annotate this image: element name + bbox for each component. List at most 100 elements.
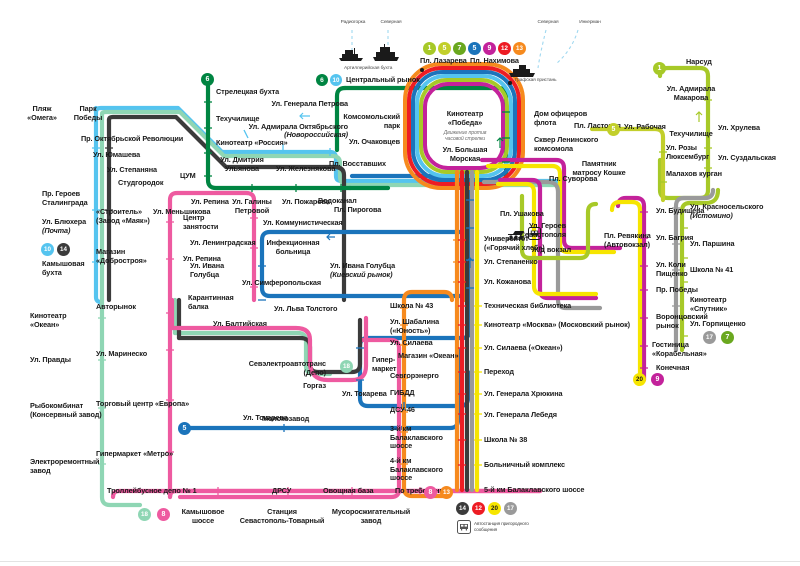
station-ul-kozhanova: Ул. Кожанова: [484, 277, 532, 286]
station-ovoschnaya-baza: Овощная база: [323, 486, 374, 495]
station-kinoteatr-rossiya: Кинотеатр «Россия»: [216, 138, 288, 147]
bus-icon-vokzal: [528, 227, 541, 240]
station-tsentr-zanyatosti: Центр занятости: [183, 213, 219, 231]
station-pl-nakhimova: Пл. Нахимова: [470, 56, 519, 65]
station-ul-ivana-golubtsa-east: Ул. Ивана Голубца: [330, 261, 396, 270]
station-3km-balaklavskogo: 3-й км Балаклавского шоссе: [390, 424, 443, 451]
ferry-stop-dot-left: [420, 68, 424, 72]
station-tsum: ЦУМ: [180, 171, 196, 180]
route-badge-8-orange[interactable]: 8: [424, 486, 437, 499]
station-pl-suvorova: Пл. Суворова: [549, 174, 598, 183]
station-ul-suzdalskaya: Ул. Суздальская: [718, 153, 776, 162]
station-ul-lva-tolstogo: Ул. Льва Толстого: [274, 304, 338, 313]
route-badge-5-hub[interactable]: 5: [438, 42, 451, 55]
station-ul-parshina: Ул. Паршина: [690, 239, 735, 248]
route-badge-13-orange[interactable]: 13: [440, 486, 453, 499]
route-badge-9-konechnaya[interactable]: 9: [651, 373, 664, 386]
station-plyazh-omega: Пляж «Омега»: [27, 104, 57, 122]
station-ul-blyukhera: Ул. Блюхера: [42, 217, 87, 226]
station-ul-bagriya: Ул. Багрия: [656, 233, 694, 242]
route-badge-12-hub[interactable]: 12: [498, 42, 511, 55]
station-ul-leningradskaya: Ул. Ленинградская: [190, 238, 256, 247]
route-badge-8-bottom[interactable]: 8: [157, 508, 170, 521]
route-badge-5-lastovaya[interactable]: 5: [607, 123, 620, 136]
station-tc-evropa: Торговый центр «Европа»: [96, 399, 190, 408]
station-ul-dmitriya-ulyanova: Ул. Дмитрия Ульянова: [220, 155, 264, 173]
station-tekhuchilishche-1: Техучилище: [669, 129, 713, 138]
route-badge-17-bal[interactable]: 17: [504, 502, 517, 515]
station-gipermarket: Гипер- маркет: [372, 355, 397, 373]
station-ul-stepanyana: Ул. Степаняна: [107, 165, 157, 174]
station-ul-repina-west: Ул. Репина: [183, 254, 221, 263]
station-avtorynok: Авторынок: [96, 302, 136, 311]
route-badge-20-bal[interactable]: 20: [488, 502, 501, 515]
station-kamyshovoe-shosse: Камышовое шоссе: [181, 507, 225, 525]
station-novorossiyskaya-note: (Новороссийская): [284, 130, 348, 139]
ferry-harbour-artilleriyskaya: Артиллерийская бухта: [344, 66, 393, 71]
station-vodokanal: Водоканал: [318, 196, 357, 205]
bus-station-icon: [457, 520, 471, 534]
station-gostinitsa-korabelnaya: Гостиница «Корабельная»: [652, 340, 707, 358]
route-badge-5-tokareva[interactable]: 5: [178, 422, 191, 435]
station-studgorodok: Студгородок: [118, 178, 164, 187]
station-4km-balaklavskogo: 4-й км Балаклавского шоссе: [390, 456, 443, 483]
ferry-label-inkerman: Инкерман: [579, 20, 601, 25]
route-badge-5b-hub[interactable]: 5: [468, 42, 481, 55]
station-karantinnaya-balka: Карантинная балка: [188, 293, 234, 311]
station-shkola-43: Школа № 43: [390, 301, 434, 310]
route-badge-6-strelets[interactable]: 6: [201, 73, 214, 86]
station-dom-ofitserov-flota: Дом офицеров флота: [534, 109, 588, 127]
station-ul-admirala-oktyabrskogo: Ул. Адмирала Октябрьского: [248, 122, 348, 131]
station-ul-repina-mid: Ул. Репина: [191, 197, 229, 206]
station-dsu-46: ДСУ-46: [390, 405, 415, 414]
station-shkola-41: Школа № 41: [690, 265, 734, 274]
route-badge-10-kamyshovaya[interactable]: 10: [41, 243, 54, 256]
station-ul-ochakovtsev: Ул. Очаковцев: [349, 137, 400, 146]
station-ul-stepanenko: Ул. Степаненко: [484, 257, 538, 266]
station-malakhov-kurgan: Малахов курган: [666, 169, 722, 178]
station-istomino-note: (Истомино): [690, 211, 733, 220]
station-kinoteatr-moskva: Кинотеатр «Москва» (Московский рынок): [484, 320, 631, 329]
station-ul-generala-khryukina: Ул. Генерала Хрюкина: [484, 389, 563, 398]
route-badge-1-hub[interactable]: 1: [423, 42, 436, 55]
station-ul-simferopolskaya: Ул. Симферопольская: [242, 278, 322, 287]
station-pl-lazareva: Пл. Лазарева: [420, 56, 467, 65]
station-pl-revyakina-avtovokzal: Пл. Ревякина (Автовокзал): [604, 231, 651, 249]
route-badge-7-hub[interactable]: 7: [453, 42, 466, 55]
station-pl-lastovaya: Пл. Ластовая: [574, 121, 621, 130]
station-molokozavod: Молокозавод: [262, 414, 310, 423]
station-trolleybusnoe-depo-1: Троллейбусное депо № 1: [107, 486, 197, 495]
station-kinoteatr-pobeda: Кинотеатр «Победа»: [446, 109, 484, 127]
station-zhd-vokzal: Ж/д вокзал: [532, 245, 572, 254]
route-badge-1-narsud[interactable]: 1: [653, 62, 666, 75]
route-badge-20-konechnaya[interactable]: 20: [633, 373, 646, 386]
station-ul-generala-lebedya: Ул. Генерала Лебедя: [484, 410, 557, 419]
route-badge-14-kamyshovaya[interactable]: 14: [57, 243, 70, 256]
station-ul-khruleva: Ул. Хрулева: [718, 123, 760, 132]
station-universitet-goryachiy-khleb: Университет («Горячий хлеб»): [484, 234, 545, 252]
station-ul-tokareva-east: Ул. Токарева: [342, 389, 387, 398]
route-badge-12-bal[interactable]: 12: [472, 502, 485, 515]
station-ul-tokareva-west: Ул. Токарева: [243, 413, 288, 422]
station-sevastopol-tovarnyy: Станция Севастополь-Товарный: [239, 507, 325, 525]
station-ul-krasnoselskogo: Ул. Красносельского: [690, 202, 764, 211]
station-ul-pozharova: Ул. Пожарова: [282, 197, 330, 206]
station-konechnaya: Конечная: [656, 363, 690, 372]
route-badge-6-market[interactable]: 6: [316, 74, 328, 86]
station-ul-zheleznyakova: Ул. Железнякова: [276, 164, 336, 173]
station-ul-galiny-petrovoy: Ул. Галины Петровой: [232, 197, 272, 215]
bottom-divider: [0, 561, 800, 562]
route-badge-10-market[interactable]: 10: [330, 74, 342, 86]
station-ul-baltiyskaya: Ул. Балтийская: [213, 319, 267, 328]
route-badge-17-gorp[interactable]: 17: [703, 331, 716, 344]
route-badge-9-hub[interactable]: 9: [483, 42, 496, 55]
ferry-icon-left: [339, 48, 363, 61]
route-badge-7-gorp[interactable]: 7: [721, 331, 734, 344]
station-ul-generala-petrova: Ул. Генерала Петрова: [271, 99, 349, 108]
route-badge-14-bal[interactable]: 14: [456, 502, 469, 515]
route-badge-18-depo[interactable]: 18: [340, 360, 353, 373]
route-badge-18-bottom[interactable]: 18: [138, 508, 151, 521]
route-badge-13-hub[interactable]: 13: [513, 42, 526, 55]
